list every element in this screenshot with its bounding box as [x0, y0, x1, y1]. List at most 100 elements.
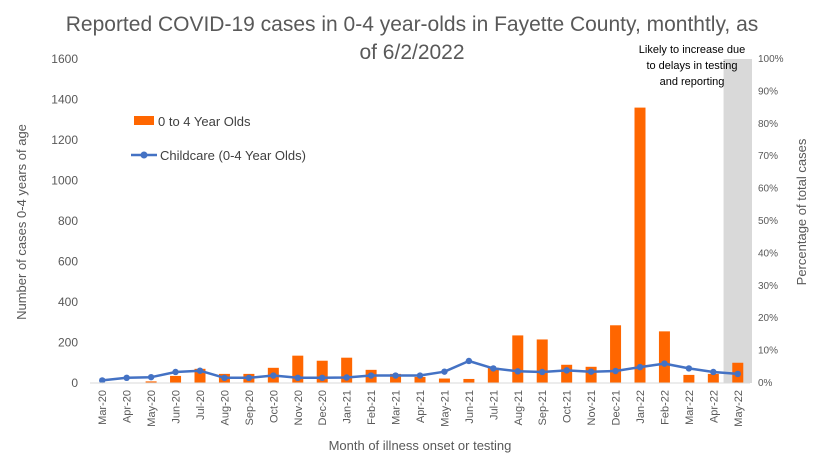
line-point [294, 374, 301, 382]
x-tick-label: May-22 [733, 390, 745, 427]
line-point [685, 365, 693, 372]
line-series [99, 357, 741, 384]
x-tick-label: Sep-20 [244, 390, 256, 425]
bar [316, 360, 328, 383]
y2-tick-label: 30% [758, 281, 778, 292]
y-tick-label: 1000 [51, 174, 78, 188]
y-axis-right: 0% 10% 20% 30% 40% 50% 60% 70% 80% 90% 100% [758, 54, 784, 389]
x-tick-label: Jan-21 [342, 390, 354, 424]
bar [585, 366, 597, 383]
x-tick-label: Oct-21 [562, 390, 574, 423]
line-point [490, 365, 497, 372]
y2-tick-label: 50% [758, 216, 778, 227]
line-point [612, 367, 619, 375]
x-tick-label: Jul-21 [488, 390, 500, 420]
x-tick-label: Sep-21 [537, 390, 549, 425]
bar [634, 107, 646, 383]
line-point [465, 357, 473, 365]
bar [414, 376, 426, 383]
line-point [539, 368, 546, 376]
line-point [441, 368, 448, 375]
bar [707, 373, 719, 383]
y-tick-label: 1600 [51, 52, 78, 66]
bar [487, 367, 499, 383]
legend-label-line: Childcare (0-4 Year Olds) [160, 148, 306, 163]
x-tick-label: Oct-20 [268, 390, 280, 423]
x-tick-label: Mar-20 [97, 390, 109, 425]
y-tick-label: 1400 [51, 93, 78, 107]
y-tick-label: 0 [71, 376, 78, 390]
line-point [710, 368, 717, 376]
line-point [661, 360, 668, 367]
y-tick-label: 1200 [51, 133, 78, 147]
legend: 0 to 4 Year Olds Childcare (0-4 Year Old… [131, 114, 306, 163]
bar [658, 331, 670, 383]
chart-title-line1: Reported COVID-19 cases in 0-4 year-olds… [66, 13, 759, 36]
x-tick-label: Dec-20 [317, 390, 329, 425]
line-point [221, 374, 228, 382]
line-point [636, 363, 644, 371]
x-tick-label: Feb-21 [366, 390, 378, 425]
line-point [392, 372, 399, 379]
line-point [147, 373, 155, 381]
x-tick-label: Mar-21 [391, 390, 403, 425]
x-tick-label: Apr-20 [122, 390, 134, 423]
bar [463, 378, 475, 383]
y-tick-label: 600 [58, 255, 78, 269]
y2-tick-label: 40% [758, 248, 778, 259]
x-tick-label: Jun-20 [171, 390, 183, 424]
line-point [172, 368, 179, 376]
line-point [343, 374, 350, 381]
bar [536, 339, 548, 383]
bar [341, 357, 353, 383]
y-tick-label: 800 [58, 214, 78, 228]
x-tick-label: May-21 [439, 390, 451, 427]
y2-tick-label: 20% [758, 313, 778, 324]
legend-label-bar: 0 to 4 Year Olds [158, 114, 251, 129]
line-point [245, 374, 253, 382]
line-point [196, 367, 204, 374]
y2-tick-label: 100% [758, 54, 784, 65]
line-point [99, 377, 106, 384]
bar [512, 335, 524, 383]
line-point [319, 374, 326, 382]
x-tick-label: Aug-21 [513, 390, 525, 425]
x-tick-label: Jan-22 [635, 390, 647, 424]
x-tick-label: Mar-22 [684, 390, 696, 425]
x-axis-title: Month of illness onset or testing [329, 438, 512, 453]
line-point [734, 370, 741, 378]
y-axis-title: Number of cases 0-4 years of age [14, 124, 29, 320]
annotation: Likely to increase due to delays in test… [639, 44, 745, 88]
annotation-line-3: and reporting [660, 76, 725, 88]
bar [170, 375, 182, 383]
y2-tick-label: 80% [758, 119, 778, 130]
bar [194, 368, 206, 383]
bar [610, 325, 622, 383]
x-tick-label: Aug-20 [219, 390, 231, 425]
x-tick-label: May-20 [146, 390, 158, 427]
x-tick-label: Nov-20 [293, 390, 305, 425]
y2-tick-label: 10% [758, 346, 778, 357]
y-axis-left: 0 200 400 600 800 1000 1200 1400 1600 [51, 52, 78, 390]
line-point [270, 372, 277, 379]
y2-tick-label: 70% [758, 151, 778, 162]
x-axis: Mar-20 Apr-20 May-20 Jun-20 Jul-20 Aug-20 Sep-… [97, 390, 745, 427]
annotation-line-1: Likely to increase due [639, 44, 745, 56]
y2-tick-label: 0% [758, 378, 773, 389]
chart-title-line2: of 6/2/2022 [359, 41, 464, 64]
line-point [514, 368, 521, 375]
y-tick-label: 400 [58, 295, 78, 309]
annotation-shaded-region [723, 59, 752, 383]
bar [145, 381, 157, 383]
x-tick-label: Dec-21 [611, 390, 623, 425]
x-tick-label: Feb-22 [659, 390, 671, 425]
annotation-line-2: to delays in testing [646, 60, 737, 72]
legend-swatch-bar [134, 116, 154, 125]
y2-tick-label: 60% [758, 184, 778, 195]
x-tick-label: Nov-21 [586, 390, 598, 425]
line-point [416, 372, 424, 379]
line-point [563, 367, 570, 374]
bar [561, 364, 573, 383]
x-tick-label: Apr-22 [708, 390, 720, 423]
